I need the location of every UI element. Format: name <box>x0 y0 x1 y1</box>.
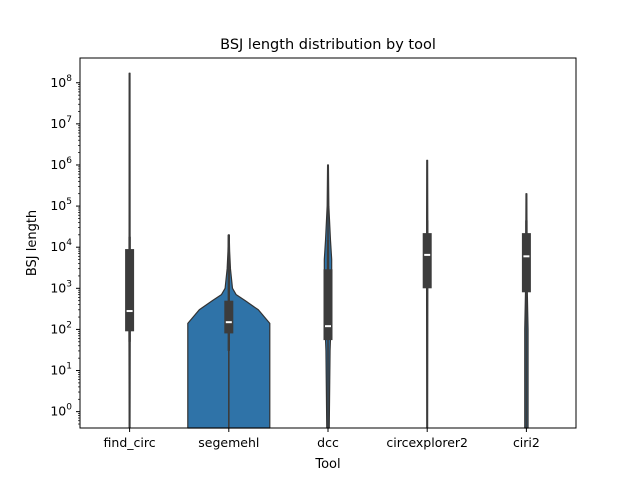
x-axis-label: Tool <box>314 457 340 472</box>
iqr-box-dcc <box>323 269 333 341</box>
y-tick-label: 105 <box>50 197 72 213</box>
plot-area <box>125 72 531 429</box>
iqr-box-segemehl <box>224 300 234 334</box>
y-tick-label: 107 <box>50 115 72 131</box>
y-tick-label: 100 <box>50 403 72 419</box>
y-tick-label: 101 <box>50 362 72 378</box>
iqr-box-find_circ <box>125 249 135 332</box>
x-tick-label: ciri2 <box>513 435 540 450</box>
y-tick-label: 108 <box>50 74 72 90</box>
x-axis: find_circ segemehl dcc circexplorer2 ciri2 <box>104 428 540 450</box>
x-tick-label: find_circ <box>104 435 156 450</box>
y-tick-label: 104 <box>50 238 72 254</box>
y-tick-label: 103 <box>50 279 72 295</box>
x-tick-label: dcc <box>317 435 339 450</box>
y-axis: 100 101 102 103 104 105 106 107 108 <box>50 74 80 425</box>
y-tick-label: 102 <box>50 320 72 336</box>
iqr-box-circexplorer2 <box>422 233 432 289</box>
y-axis-label: BSJ length <box>25 210 40 276</box>
x-tick-label: circexplorer2 <box>386 435 468 450</box>
chart-title: BSJ length distribution by tool <box>220 37 436 53</box>
x-tick-label: segemehl <box>198 435 259 450</box>
y-tick-label: 106 <box>50 156 72 172</box>
iqr-box-ciri2 <box>521 233 531 293</box>
